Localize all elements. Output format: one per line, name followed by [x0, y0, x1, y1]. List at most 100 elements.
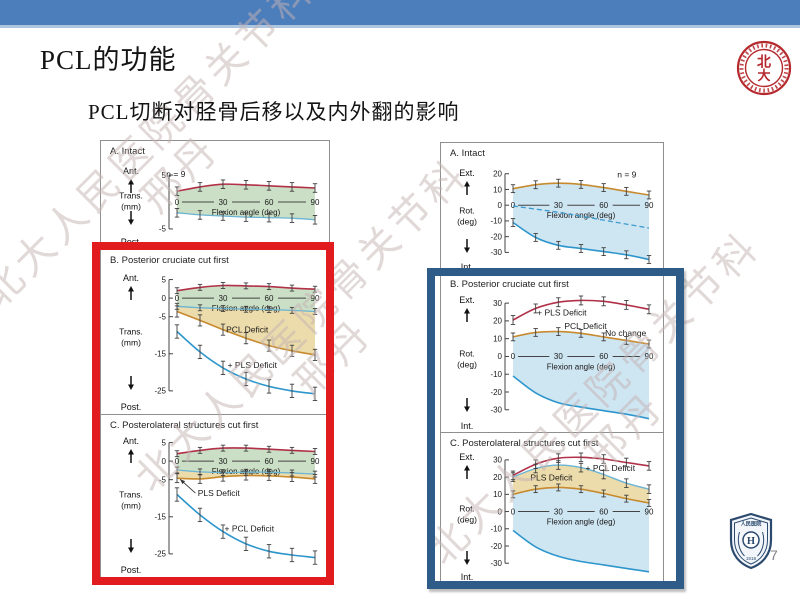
figure-tibial-translation: 5 -5 0 30 60 90 Flexion angle (deg) n = 9 Ant. Tr…	[100, 140, 330, 578]
annotation-label: + PLS Deficit	[228, 360, 278, 370]
fill-band	[513, 183, 649, 260]
y-tick-label: -20	[490, 388, 502, 397]
x-tick-label: 0	[511, 352, 516, 361]
direction-down-label: Int.	[461, 572, 474, 582]
direction-up-label: Ant.	[123, 273, 139, 283]
laurel-right	[757, 531, 765, 557]
annotation-label: PCL Deficit	[226, 325, 269, 335]
y-tick-label: -10	[490, 217, 502, 226]
y-tick-label: -30	[490, 406, 502, 415]
slide-subtitle: PCL切断对胫骨后移以及内外翻的影响	[88, 100, 460, 124]
y-tick-label: -25	[154, 550, 166, 559]
y-tick-label: -10	[490, 525, 502, 534]
x-tick-label: 0	[175, 457, 180, 466]
panel-title: B. Posterior cruciate cut first	[110, 255, 229, 266]
seal-glyph-top: 北	[757, 55, 771, 71]
y-tick-label: -5	[159, 312, 167, 321]
series-internal-limit	[512, 529, 650, 573]
direction-up-label: Ext.	[459, 452, 475, 462]
top-accent-bar	[0, 0, 800, 25]
direction-down-label: Int.	[461, 421, 474, 431]
annotation-label: + PCL Deficit	[586, 463, 636, 473]
x-tick-label: 60	[599, 507, 608, 516]
shield-inner-outline	[734, 517, 768, 565]
fill-band	[513, 487, 649, 572]
down-arrow-icon	[128, 547, 134, 553]
y-tick-label: -30	[490, 559, 502, 568]
x-tick-label: 90	[311, 294, 320, 303]
x-tick-label: 30	[219, 198, 228, 207]
direction-down-label: Post.	[121, 402, 142, 412]
x-tick-label: 90	[645, 507, 654, 516]
up-arrow-icon	[464, 308, 470, 314]
top-accent-line	[0, 25, 800, 28]
x-tick-label: 30	[219, 294, 228, 303]
y-tick-label: -25	[154, 387, 166, 396]
up-arrow-icon	[464, 181, 470, 187]
chart-panel-rotation-pcl-cut-first: 30 20 10 0 -10 -20 -30 0 30 60 90 Flexion angle (de…	[450, 279, 654, 431]
y-axis-name: Trans.	[119, 490, 143, 500]
y-tick-label: 0	[498, 352, 503, 361]
y-axis-name: Trans.	[119, 327, 143, 337]
panel-rotation-pls-cut-first: 30 20 10 0 -10 -20 -30 0 30 60 90 Flexion angle (de…	[441, 432, 663, 583]
y-tick-label: -20	[490, 232, 502, 241]
panel-translation-pcl-cut-first: 5 0 -5 -15 -25 0 30 60 90 Flexion angle (deg) PCL …	[101, 249, 329, 414]
series-neutral-path	[512, 205, 650, 229]
y-tick-label: -30	[490, 248, 502, 257]
annotation-arrowhead	[180, 479, 186, 485]
y-axis-unit: (mm)	[121, 338, 141, 348]
peking-university-seal-logo: 北 大	[736, 40, 792, 96]
annotation-label: + PLS Deficit	[537, 308, 587, 318]
y-tick-label: 30	[493, 299, 502, 308]
series-internal-limit	[512, 375, 650, 420]
x-tick-label: 60	[265, 457, 274, 466]
direction-up-label: Ext.	[459, 168, 475, 178]
x-tick-label: 90	[645, 201, 654, 210]
down-arrow-icon	[128, 384, 134, 390]
shield-center-circle	[742, 531, 760, 549]
x-tick-label: 60	[599, 201, 608, 210]
x-tick-label: 0	[511, 507, 516, 516]
panel-title: C. Posterolateral structures cut first	[110, 420, 259, 431]
x-tick-label: 30	[219, 457, 228, 466]
fill-band	[177, 306, 315, 355]
panel-rotation-intact: 20 10 0 -10 -20 -30 0 30 60 90 Flexion angle (deg)…	[441, 143, 663, 273]
y-axis-name: Trans.	[119, 191, 143, 201]
chart-panel-rotation-pls-cut-first: 30 20 10 0 -10 -20 -30 0 30 60 90 Flexion angle (de…	[450, 438, 654, 582]
annotation-label: PCL Deficit	[564, 321, 607, 331]
seal-ring-text	[739, 43, 789, 93]
panel-translation-intact: 5 -5 0 30 60 90 Flexion angle (deg) n = 9 Ant. Tr…	[101, 141, 329, 249]
annotation-label: + PCL Deficit	[225, 524, 275, 534]
laurel-left	[737, 531, 745, 557]
y-tick-label: 0	[498, 507, 503, 516]
x-tick-label: 60	[265, 198, 274, 207]
x-tick-label: 0	[175, 294, 180, 303]
direction-down-label: Post.	[121, 565, 142, 575]
x-tick-label: 90	[311, 457, 320, 466]
x-axis-label: Flexion angle (deg)	[547, 518, 616, 527]
y-tick-label: -10	[490, 370, 502, 379]
y-tick-label: 20	[493, 170, 502, 179]
y-tick-label: 5	[162, 171, 167, 180]
up-arrow-icon	[464, 465, 470, 471]
panel-title: A. Intact	[450, 148, 485, 159]
slide-title: PCL的功能	[40, 45, 177, 75]
y-axis-name: Rot.	[459, 206, 475, 216]
y-axis-unit: (mm)	[121, 202, 141, 212]
x-tick-label: 30	[554, 201, 563, 210]
y-tick-label: 20	[493, 473, 502, 482]
down-arrow-icon	[464, 406, 470, 412]
y-tick-label: 0	[498, 201, 503, 210]
direction-down-label: Int.	[461, 262, 474, 272]
y-tick-label: -15	[154, 350, 166, 359]
panel-title: C. Posterolateral structures cut first	[450, 438, 599, 449]
fill-band	[513, 465, 649, 503]
y-tick-label: -20	[490, 542, 502, 551]
y-tick-label: 10	[493, 185, 502, 194]
panel-rotation-pcl-cut-first: 30 20 10 0 -10 -20 -30 0 30 60 90 Flexion angle (de…	[441, 273, 663, 432]
x-tick-label: 0	[175, 198, 180, 207]
